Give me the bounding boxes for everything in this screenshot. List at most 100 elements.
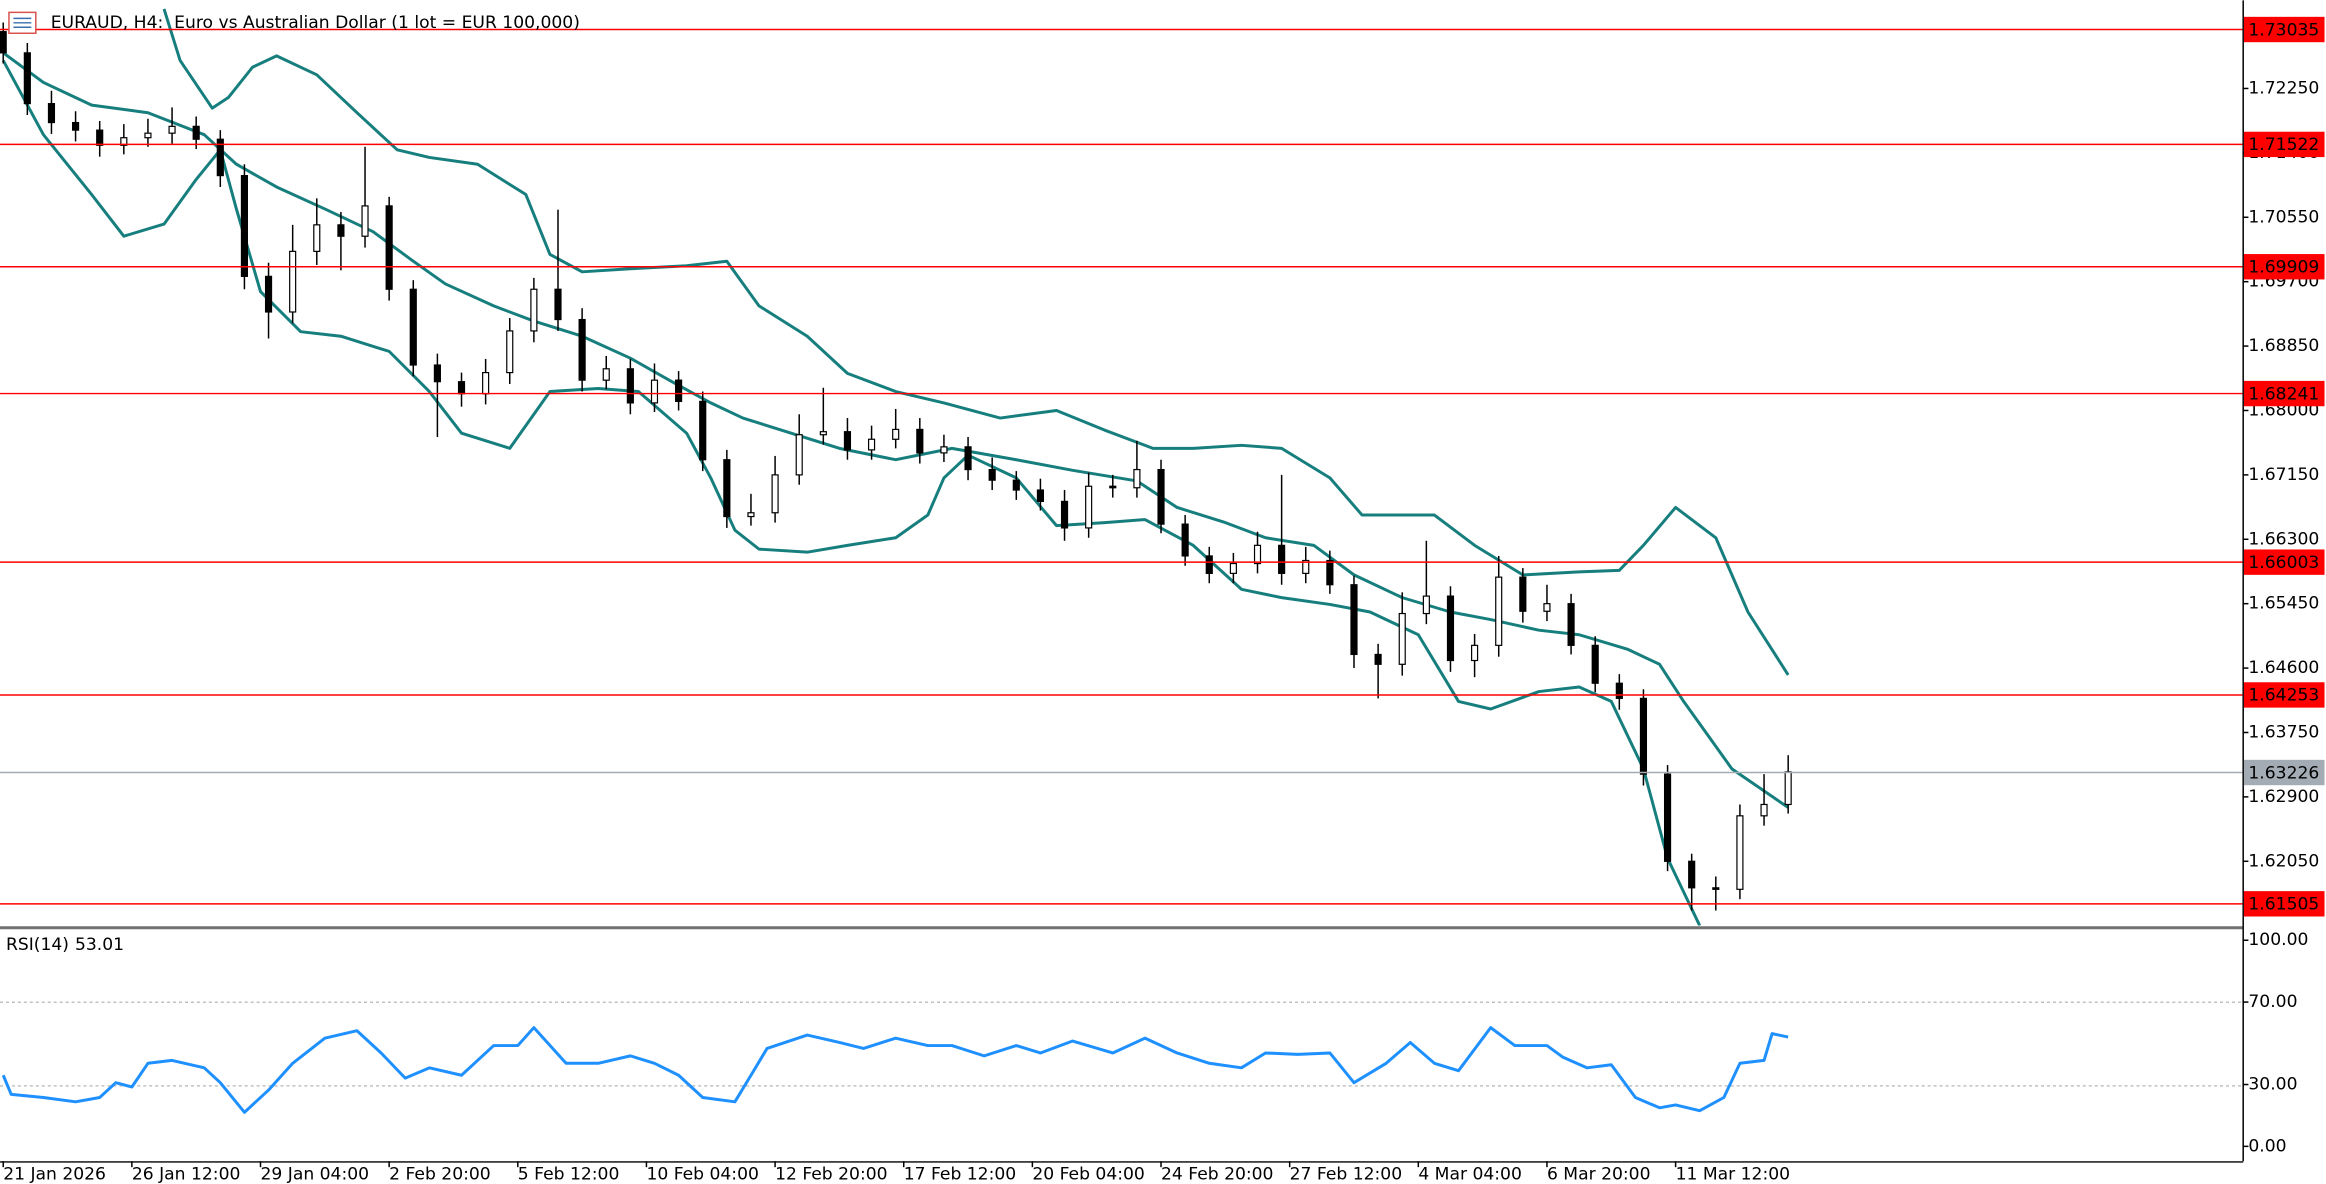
level-label: 1.69909 [2248, 257, 2319, 277]
candle-body [602, 368, 610, 381]
candle-body [626, 368, 634, 404]
candle-body [1133, 468, 1141, 489]
candle-body [409, 288, 417, 366]
candle-body [433, 364, 441, 383]
last-price-label-bg [2243, 759, 2325, 786]
candle-body [1519, 576, 1527, 612]
candle-body [1350, 584, 1358, 656]
candle-body [771, 474, 779, 514]
candle-body [1205, 555, 1213, 574]
candle-body [1326, 559, 1334, 586]
candle-body [482, 371, 490, 395]
y-tick-label: 1.72250 [2248, 78, 2319, 98]
candle-body [264, 275, 273, 313]
candle-body [699, 400, 707, 461]
candle-body [578, 318, 586, 381]
candle-body [216, 138, 224, 177]
x-tick-label: 11 Mar 12:00 [1676, 1165, 1790, 1184]
candle-body [240, 175, 249, 277]
y-tick-label: 1.67150 [2248, 465, 2319, 485]
level-label: 1.71522 [2248, 135, 2319, 155]
y-tick-label: 1.66300 [2248, 529, 2319, 549]
y-tick-label: 1.70550 [2248, 207, 2319, 227]
candle-body [1109, 485, 1117, 489]
x-tick-label: 4 Mar 04:00 [1418, 1165, 1522, 1184]
candle-body [916, 428, 924, 454]
price-pane [0, 8, 2243, 926]
x-tick-label: 20 Feb 04:00 [1032, 1165, 1144, 1184]
overlay: EURAUD, H4: Euro vs Australian Dollar (1… [6, 11, 2325, 955]
y-tick-label: 1.68850 [2248, 336, 2319, 356]
y-tick-label: 1.62050 [2248, 851, 2319, 871]
candle-body [1712, 887, 1720, 890]
y-tick-label: 1.65450 [2248, 594, 2319, 614]
candle-body [1736, 815, 1744, 890]
candle-body [1471, 644, 1479, 662]
candle-body [723, 459, 731, 518]
x-tick-label: 10 Feb 04:00 [646, 1165, 758, 1184]
candle-body [747, 512, 755, 518]
candle-body [313, 224, 321, 252]
candle-body [675, 379, 683, 402]
candle-body [0, 31, 7, 54]
level-label-bg [2243, 682, 2325, 708]
x-tick-label: 29 Jan 04:00 [261, 1165, 370, 1184]
candle-body [940, 446, 948, 454]
level-label: 1.64253 [2248, 686, 2319, 706]
candle-body [1663, 773, 1672, 862]
candle-body [1181, 523, 1189, 557]
candle-body [867, 438, 876, 451]
x-tick-label: 24 Feb 20:00 [1161, 1165, 1273, 1184]
candle-body [1253, 544, 1262, 565]
band-line [162, 8, 1790, 676]
candle-body [1374, 653, 1382, 665]
band-line [2, 51, 1790, 809]
candle-body [361, 205, 369, 237]
chart-title: EURAUD, H4: Euro vs Australian Dollar (1… [51, 13, 580, 33]
candle-body [988, 468, 996, 481]
candle-body [1060, 500, 1069, 529]
candle-body [1567, 603, 1575, 646]
y-tick-label: 100.00 [2248, 930, 2308, 950]
level-label: 1.73035 [2248, 20, 2319, 40]
candle-body [1085, 485, 1093, 529]
candle-body [1639, 697, 1648, 775]
level-label-bg [2243, 16, 2325, 43]
candle-body [1591, 644, 1599, 684]
rsi-line [1, 1026, 1789, 1114]
level-label: 1.68241 [2248, 384, 2319, 404]
band-line [1, 59, 1702, 926]
candle-body [843, 431, 852, 451]
x-tick-label: 21 Jan 2026 [3, 1165, 106, 1184]
candle-body [1422, 595, 1430, 615]
candle-body [23, 52, 31, 105]
candle-body [1157, 468, 1165, 525]
candle-body [1229, 562, 1237, 574]
candle-body [1012, 479, 1020, 491]
level-label-bg [2243, 549, 2325, 575]
candle-body [1495, 576, 1503, 646]
y-tick-label: 30.00 [2248, 1075, 2297, 1095]
x-tick-label: 5 Feb 12:00 [518, 1165, 620, 1184]
rsi-last-value: 53.01 [75, 935, 124, 955]
candle-body [795, 434, 803, 476]
candle-body [120, 137, 128, 146]
candle-body [144, 132, 152, 139]
candle-body [1036, 489, 1044, 502]
level-label-bg [2243, 254, 2325, 280]
candle-body [1760, 803, 1768, 817]
y-tick-label: 1.62900 [2248, 787, 2319, 807]
candle-body [1543, 603, 1551, 612]
x-tick-label: 6 Mar 20:00 [1547, 1165, 1651, 1184]
last-price-label: 1.63226 [2248, 763, 2319, 783]
candle-body [457, 381, 466, 395]
level-label-bg [2243, 131, 2325, 158]
candle-body [1615, 682, 1623, 699]
candle-body [892, 428, 900, 440]
candle-body [1688, 860, 1696, 889]
candle-body [530, 288, 538, 332]
